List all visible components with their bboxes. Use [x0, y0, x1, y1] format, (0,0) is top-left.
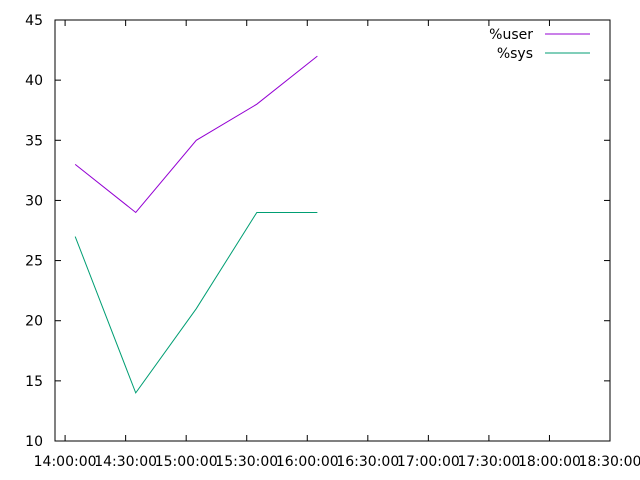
x-tick-label: 16:00:00 [276, 454, 339, 470]
x-tick-label: 17:00:00 [397, 454, 460, 470]
x-tick-label: 14:30:00 [94, 454, 157, 470]
plot-frame [54, 19, 611, 442]
x-tick-label: 18:00:00 [518, 454, 581, 470]
series-layer [74, 55, 318, 394]
series-line-sys [74, 211, 318, 394]
x-tick-label: 18:30:00 [579, 454, 640, 470]
legend: %user %sys [489, 27, 590, 62]
axes: 10 15 20 25 30 35 40 45 14:00:0014:30:0015:00:00… [25, 13, 640, 470]
y-tick-label: 10 [25, 434, 43, 450]
y-tick-label: 15 [25, 374, 43, 390]
legend-label-sys: %sys [497, 46, 533, 62]
y-tick-label: 40 [25, 73, 43, 89]
y-tick-label: 25 [25, 254, 43, 270]
x-tick-label: 15:30:00 [215, 454, 278, 470]
x-tick-label: 15:00:00 [155, 454, 218, 470]
legend-label-user: %user [489, 27, 533, 43]
y-tick-label: 30 [25, 193, 43, 209]
y-tick-label: 20 [25, 314, 43, 330]
x-tick-label: 17:30:00 [457, 454, 520, 470]
y-tick-label: 45 [25, 13, 43, 29]
y-tick-label: 35 [25, 133, 43, 149]
x-tick-label: 16:30:00 [336, 454, 399, 470]
series-line-user [74, 55, 318, 214]
x-tick-label: 14:00:00 [34, 454, 97, 470]
